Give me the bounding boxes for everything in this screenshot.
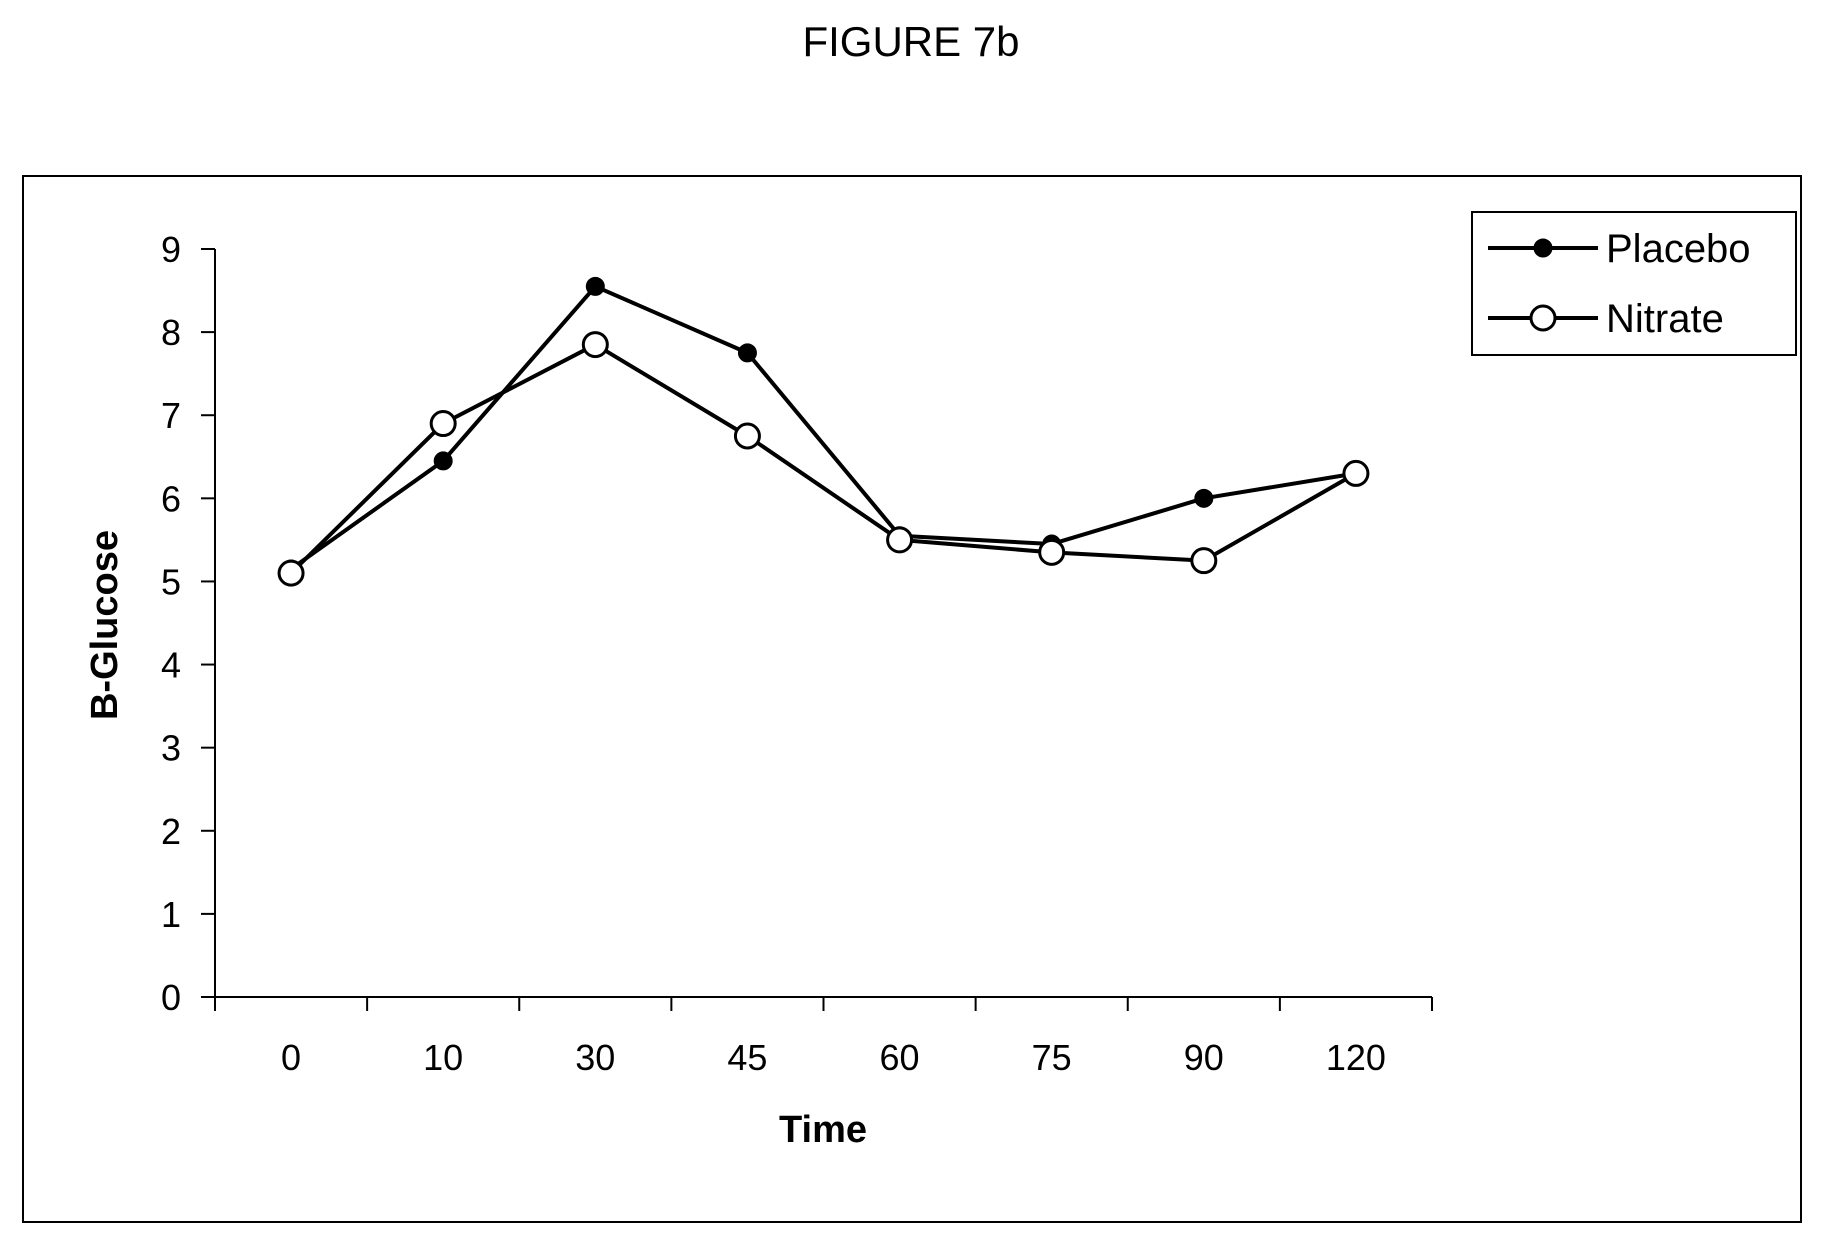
y-tick-label: 2 [161,811,181,852]
x-tick-label: 120 [1326,1037,1386,1078]
y-tick-label: 7 [161,395,181,436]
data-point-nitrate [1038,538,1066,566]
x-tick-label: 10 [423,1037,463,1078]
data-point-nitrate [277,559,305,587]
legend-label: Nitrate [1606,297,1724,341]
legend-label: Placebo [1606,227,1751,271]
y-tick-label: 0 [161,977,181,1018]
data-point-nitrate [581,331,609,359]
data-point-placebo [585,276,605,296]
chart-frame [22,175,1802,1223]
x-tick-labels: 0 10 30 45 60 75 90 120 [281,1037,1386,1078]
series-line-nitrate [289,342,1357,575]
x-tick-label: 30 [575,1037,615,1078]
x-tick-label: 75 [1032,1037,1072,1078]
series-layer [277,276,1370,587]
data-point-placebo [737,343,757,363]
y-tick-labels: 0 1 2 3 4 5 6 7 8 9 [161,229,181,1018]
data-point-nitrate [1342,459,1370,487]
legend-marker [1529,304,1557,332]
x-tick-label: 60 [880,1037,920,1078]
figure-title: FIGURE 7b [802,18,1020,65]
data-point-nitrate [1190,547,1218,575]
data-point-placebo [433,451,453,471]
legend-item-nitrate: Nitrate [1488,297,1724,341]
data-point-nitrate [733,422,761,450]
x-tick-label: 0 [281,1037,301,1078]
y-tick-label: 8 [161,312,181,353]
y-axis-title: B-Glucose [84,530,126,720]
x-tick-label: 45 [727,1037,767,1078]
x-axis-title: Time [779,1109,867,1151]
y-tick-label: 3 [161,728,181,769]
y-tick-label: 1 [161,894,181,935]
legend-marker [1533,238,1553,258]
series-nitrate [277,331,1370,587]
legend: Placebo Nitrate [1471,211,1797,356]
data-point-placebo [1194,488,1214,508]
y-tick-label: 5 [161,561,181,602]
y-tick-label: 6 [161,478,181,519]
data-point-nitrate [886,526,914,554]
data-point-nitrate [429,410,457,438]
y-tick-label: 9 [161,229,181,270]
axes [201,248,1433,1011]
y-tick-label: 4 [161,645,181,686]
x-tick-label: 90 [1184,1037,1224,1078]
legend-box [1471,211,1797,356]
series-line-placebo [289,284,1357,571]
legend-item-placebo: Placebo [1488,227,1751,271]
